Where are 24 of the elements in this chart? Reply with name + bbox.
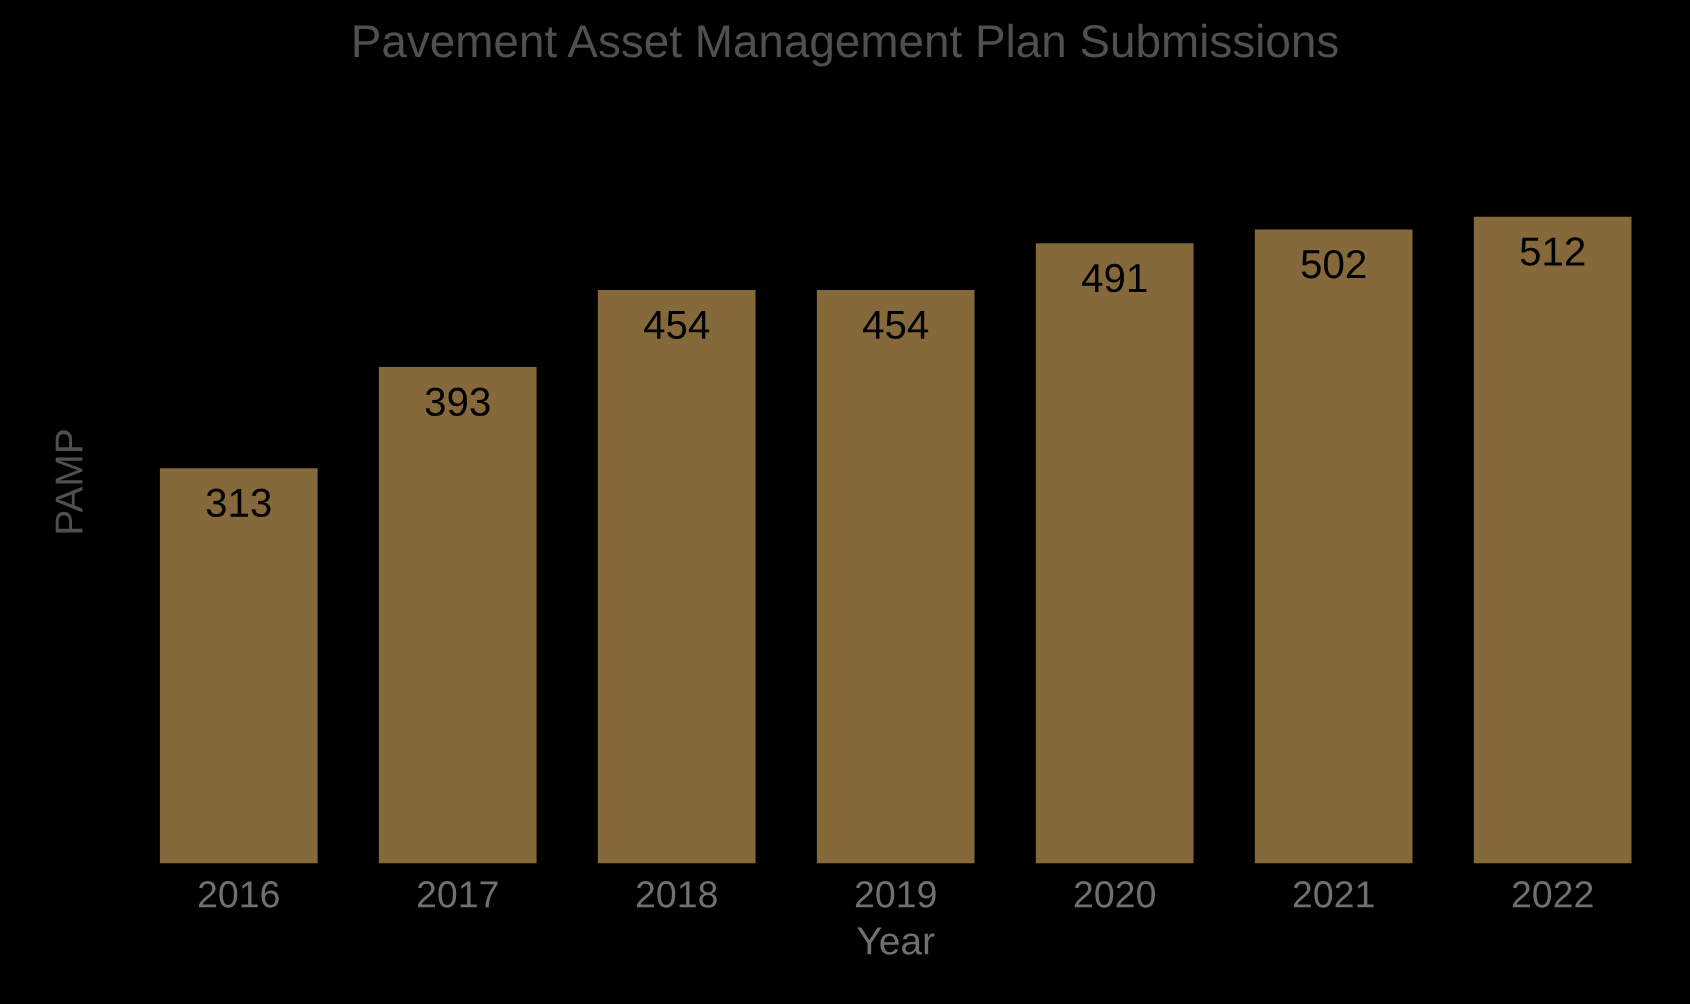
bar (1035, 243, 1194, 864)
x-tick-label: 2017 (417, 881, 498, 908)
bar (159, 468, 318, 864)
bar (378, 367, 537, 864)
x-tick-label: 2021 (1293, 881, 1374, 908)
chart-title: Pavement Asset Management Plan Submissions (354, 23, 1338, 67)
bar (816, 290, 975, 864)
x-tick-label: 2018 (636, 881, 717, 908)
x-axis-title: Year (857, 927, 935, 955)
x-tick-label: 2016 (198, 881, 279, 908)
y-axis-title: PAMP (55, 430, 83, 533)
bar (597, 290, 756, 864)
bar (1473, 216, 1632, 864)
data-label: 502 (1301, 249, 1366, 279)
data-label: 454 (863, 310, 929, 340)
bar (1254, 229, 1413, 864)
data-label: 313 (206, 488, 271, 518)
x-tick-label: 2019 (855, 881, 936, 908)
data-label: 491 (1082, 263, 1147, 293)
data-label: 454 (644, 310, 710, 340)
data-label: 512 (1520, 237, 1585, 266)
data-label: 393 (425, 387, 490, 417)
x-tick-label: 2020 (1074, 881, 1155, 908)
x-tick-label: 2022 (1512, 881, 1593, 908)
